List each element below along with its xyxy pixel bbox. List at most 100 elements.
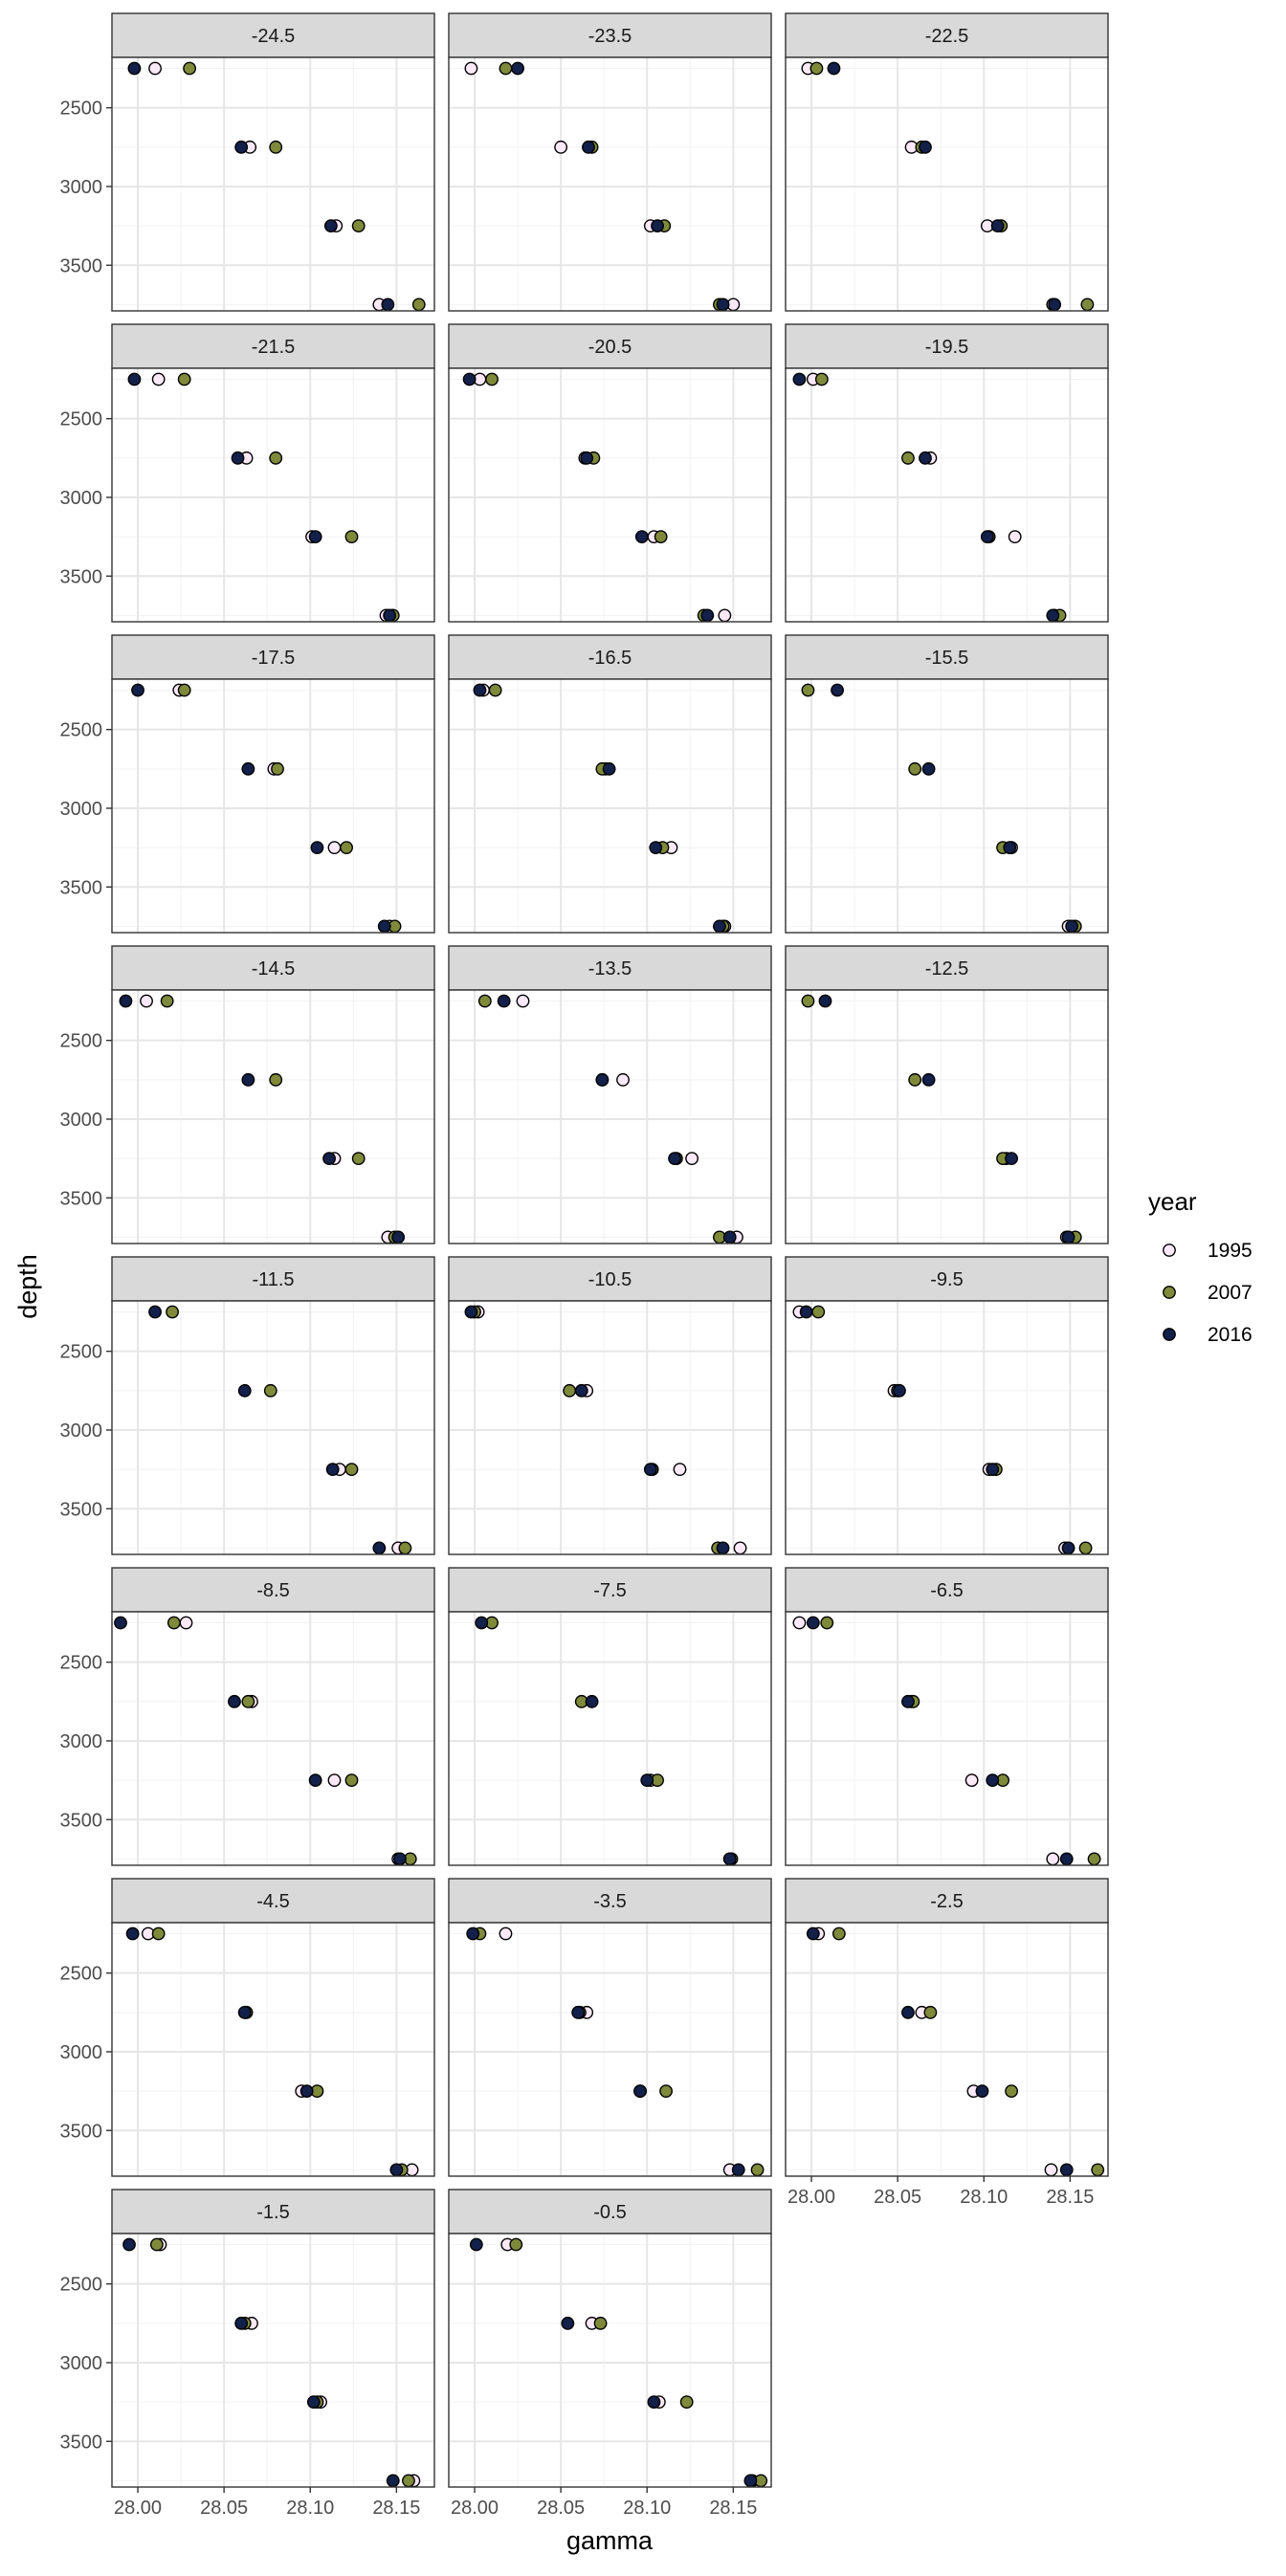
- panel-border: [785, 989, 1109, 1244]
- data-point-2016: [131, 683, 144, 697]
- data-point-2007: [814, 372, 829, 386]
- data-point-2016: [602, 761, 616, 776]
- data-point-2016: [921, 1072, 936, 1087]
- panel-border: [111, 2233, 435, 2488]
- data-point-2007: [831, 1926, 846, 1941]
- facet-strip: [111, 12, 435, 58]
- plot-background: [112, 57, 434, 311]
- panel-border: [111, 367, 435, 623]
- y-tick-label: 3500: [60, 877, 103, 898]
- y-tick-label: 3000: [60, 1110, 103, 1131]
- facet-strip-label: -19.5: [925, 337, 969, 358]
- data-point-2016: [799, 1305, 813, 1319]
- data-point-1995: [327, 841, 342, 855]
- data-point-1995: [148, 61, 162, 76]
- panel-border: [448, 678, 772, 934]
- data-point-2007: [1080, 297, 1095, 312]
- facet-strip: [785, 1567, 1109, 1613]
- data-point-2016: [308, 1773, 322, 1788]
- data-point-2016: [306, 2395, 321, 2410]
- facet-panel: -16.5: [448, 634, 772, 934]
- data-point-2016: [571, 2005, 586, 2019]
- panel-border: [111, 56, 435, 312]
- y-tick-label: 3500: [60, 2121, 103, 2142]
- facet-strip-label: -9.5: [930, 1269, 963, 1290]
- panel-border: [448, 1611, 772, 1866]
- data-point-2016: [1059, 1852, 1074, 1866]
- facet-strip-label: -13.5: [588, 958, 632, 980]
- data-point-2007: [351, 219, 366, 233]
- y-tick-label: 2500: [60, 2275, 103, 2296]
- data-point-2007: [499, 61, 513, 76]
- data-point-2016: [1065, 919, 1079, 934]
- data-point-1995: [616, 1072, 630, 1087]
- plot-background: [786, 990, 1108, 1244]
- panel-border: [448, 1300, 772, 1555]
- y-tick-label: 2500: [60, 1653, 103, 1674]
- panel-border: [785, 1611, 1109, 1866]
- facet-strip-label: -2.5: [930, 1891, 963, 1912]
- data-point-2007: [160, 994, 174, 1008]
- facet-strip-label: -7.5: [593, 1580, 626, 1601]
- x-axis-title: gamma: [566, 2526, 654, 2555]
- y-tick-label: 3000: [60, 488, 103, 509]
- data-point-2007: [411, 297, 426, 312]
- plot-background: [449, 57, 771, 311]
- facet-strip-label: -6.5: [930, 1580, 963, 1601]
- facet-strip-label: -16.5: [588, 648, 632, 669]
- data-point-2007: [1087, 1852, 1101, 1866]
- data-point-2007: [750, 2163, 765, 2177]
- data-point-1995: [499, 1926, 513, 1941]
- plot-background: [449, 368, 771, 622]
- panel-border: [785, 367, 1109, 623]
- data-point-2016: [372, 1541, 387, 1555]
- data-point-2016: [386, 2474, 400, 2488]
- facet-strip: [111, 323, 435, 369]
- data-point-2016: [323, 219, 338, 233]
- data-point-2016: [640, 1773, 654, 1788]
- facet-strip: [111, 945, 435, 991]
- data-point-2007: [177, 372, 191, 386]
- y-axis-title: depth: [13, 1254, 42, 1319]
- facet-panels: -24.5 2500 3000 3500 -23.5 -22.5 -21.5 2500 3000…: [60, 12, 1109, 2519]
- panel-border: [448, 367, 772, 623]
- facet-panel: -4.5 2500 3000 3500: [60, 1878, 435, 2177]
- data-point-2007: [1078, 1541, 1093, 1555]
- facet-strip-label: -17.5: [252, 648, 296, 669]
- facet-panel: -21.5 2500 3000 3500: [60, 323, 435, 623]
- facet-strip: [448, 945, 772, 991]
- data-point-2016: [389, 2163, 404, 2177]
- data-point-2016: [818, 994, 832, 1008]
- data-point-2007: [177, 683, 191, 697]
- data-point-2016: [1046, 608, 1060, 623]
- data-point-2016: [716, 1541, 730, 1555]
- data-point-2016: [806, 1616, 820, 1630]
- data-point-2016: [127, 61, 142, 76]
- data-point-1995: [327, 1773, 342, 1788]
- data-point-2016: [237, 2005, 252, 2019]
- facet-panel: -19.5: [785, 323, 1109, 623]
- plot-background: [449, 1923, 771, 2176]
- plot-background: [112, 679, 434, 933]
- legend-key-2007: [1163, 1286, 1176, 1299]
- y-tick-label: 2500: [60, 720, 103, 741]
- y-tick-label: 3500: [60, 255, 103, 276]
- data-point-2016: [322, 1152, 336, 1166]
- facet-panel: -23.5: [448, 12, 772, 312]
- data-point-2016: [511, 61, 524, 76]
- data-point-2016: [462, 372, 477, 386]
- facet-panel: -24.5 2500 3000 3500: [60, 12, 435, 312]
- data-point-2016: [469, 2237, 483, 2252]
- x-tick-label: 28.10: [960, 2187, 1008, 2208]
- facet-panel: -11.5 2500 3000 3500: [60, 1256, 435, 1555]
- y-tick-label: 2500: [60, 1031, 103, 1052]
- data-point-2007: [659, 2084, 673, 2099]
- data-point-2007: [344, 530, 359, 544]
- data-point-2016: [580, 451, 594, 465]
- data-point-2016: [561, 2316, 575, 2330]
- facet-strip-label: -1.5: [256, 2202, 289, 2223]
- facet-panel: -22.5: [785, 12, 1109, 312]
- y-tick-label: 2500: [60, 1342, 103, 1363]
- facet-strip: [111, 1256, 435, 1302]
